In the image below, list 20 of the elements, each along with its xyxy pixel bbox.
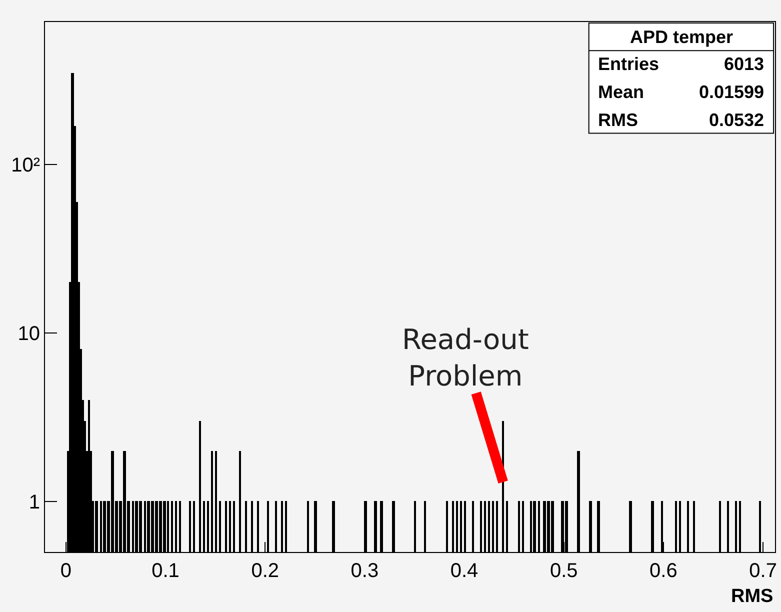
- x-tick-label: 0.2: [251, 560, 280, 582]
- x-tick-label: 0.6: [650, 560, 678, 582]
- annotation: APD temper: [630, 27, 734, 47]
- y-tick-label: 10²: [11, 154, 40, 176]
- annotation: 0.0532: [709, 110, 764, 130]
- annotation: 6013: [724, 54, 764, 74]
- annotation: Read-out Problem: [402, 323, 529, 392]
- annotation: Entries: [598, 54, 660, 74]
- annotation: 0.01599: [699, 82, 764, 102]
- y-tick-label: 1: [28, 491, 40, 514]
- x-tick-label: 0.1: [152, 560, 180, 582]
- annotation: RMS: [598, 110, 638, 130]
- x-tick-label: 0.3: [350, 560, 379, 582]
- x-tick-label: 0.7: [749, 560, 777, 582]
- x-axis-title: RMS: [731, 586, 774, 607]
- annotation: Mean: [598, 82, 644, 102]
- x-tick-label: 0.5: [550, 560, 578, 582]
- x-tick-label: 0.4: [450, 560, 478, 582]
- x-tick-label: 0: [60, 560, 72, 582]
- y-tick-label: 10: [18, 322, 40, 345]
